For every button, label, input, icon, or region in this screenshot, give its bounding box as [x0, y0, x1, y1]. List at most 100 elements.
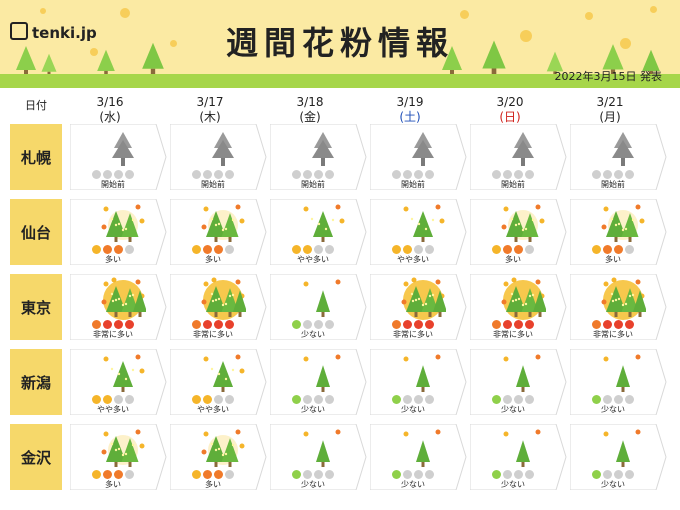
day-date: 3/20: [496, 95, 524, 109]
forecast-cell: 開始前: [470, 124, 570, 190]
forecast-cell: 開始前: [270, 124, 370, 190]
level-dot: [303, 470, 312, 479]
level-dot: [214, 320, 223, 329]
pollen-level-text: 開始前: [301, 180, 325, 189]
forecast-cell: 少ない: [370, 424, 470, 490]
level-dot: [103, 245, 112, 254]
level-dot: [92, 245, 101, 254]
pollen-level-text: 開始前: [501, 180, 525, 189]
day-weekday: (金): [299, 110, 321, 124]
tenki-logo-icon: [10, 22, 28, 40]
level-dot: [403, 170, 412, 179]
city-label: 金沢: [10, 424, 62, 490]
level-dot: [403, 395, 412, 404]
level-dots: [92, 170, 134, 179]
pollen-level-text: 多い: [205, 255, 221, 264]
level-dot: [314, 395, 323, 404]
level-dot: [292, 470, 301, 479]
level-dots: [192, 395, 234, 404]
day-header: 3/18 (金): [260, 95, 360, 125]
level-dot: [625, 470, 634, 479]
level-dot: [125, 245, 134, 254]
level-dots: [492, 170, 534, 179]
level-dot: [114, 470, 123, 479]
level-dot: [625, 395, 634, 404]
day-header: 3/16 (水): [60, 95, 160, 125]
forecast-cell: 少ない: [370, 349, 470, 415]
level-dot: [214, 170, 223, 179]
level-dot: [314, 170, 323, 179]
forecast-cell: 開始前: [570, 124, 670, 190]
forecast-cell: 非常に多い: [470, 274, 570, 340]
level-dot: [614, 395, 623, 404]
cedar-pollen-tree-icon: [503, 429, 541, 467]
pollen-level-text: 少ない: [301, 330, 325, 339]
level-dot: [425, 470, 434, 479]
level-dots: [192, 470, 234, 479]
cedar-pollen-tree-icon: [403, 204, 445, 242]
forecast-cell: 少ない: [570, 349, 670, 415]
cedar-pollen-tree-icon: [303, 279, 341, 317]
level-dot: [203, 245, 212, 254]
level-dot: [525, 470, 534, 479]
pollen-level-text: 開始前: [401, 180, 425, 189]
level-dot: [525, 320, 534, 329]
level-dot: [214, 395, 223, 404]
day-weekday: (水): [99, 110, 121, 124]
level-dots: [492, 395, 534, 404]
level-dot: [192, 245, 201, 254]
pollen-level-text: 少ない: [601, 405, 625, 414]
city-label: 東京: [10, 274, 62, 340]
cedar-pollen-tree-icon: [201, 204, 245, 242]
level-dot: [503, 170, 512, 179]
forecast-cell: 非常に多い: [570, 274, 670, 340]
level-dot: [414, 470, 423, 479]
published-date: 2022年3月15日 発表: [554, 70, 663, 83]
level-dot: [492, 395, 501, 404]
level-dot: [403, 245, 412, 254]
tenki-logo[interactable]: tenki.jp: [10, 22, 97, 42]
level-dot: [125, 395, 134, 404]
city-label: 新潟: [10, 349, 62, 415]
pollen-level-text: やや多い: [397, 255, 429, 264]
forecast-cell: 非常に多い: [70, 274, 170, 340]
level-dot: [514, 245, 523, 254]
level-dot: [392, 395, 401, 404]
level-dots: [392, 470, 434, 479]
day-header: 3/21 (月): [560, 95, 660, 125]
forecast-cell: 多い: [470, 199, 570, 265]
level-dot: [314, 245, 323, 254]
pollen-level-text: 少ない: [401, 480, 425, 489]
level-dots: [92, 245, 134, 254]
level-dot: [114, 170, 123, 179]
level-dot: [492, 470, 501, 479]
level-dot: [325, 395, 334, 404]
level-dots: [92, 470, 134, 479]
level-dot: [525, 170, 534, 179]
pollen-level-text: 多い: [105, 480, 121, 489]
level-dots: [192, 170, 234, 179]
forecast-cell: 開始前: [70, 124, 170, 190]
day-weekday: (月): [599, 110, 621, 124]
forecast-cell: 非常に多い: [370, 274, 470, 340]
level-dot: [125, 470, 134, 479]
level-dot: [603, 170, 612, 179]
level-dots: [492, 245, 534, 254]
level-dots: [392, 245, 434, 254]
bare-cedar-tree-icon: [612, 132, 634, 166]
level-dot: [203, 170, 212, 179]
level-dot: [603, 470, 612, 479]
level-dot: [514, 170, 523, 179]
level-dots: [492, 470, 534, 479]
level-dot: [325, 170, 334, 179]
cedar-pollen-tree-icon: [201, 277, 246, 320]
level-dot: [392, 245, 401, 254]
day-date: 3/18: [296, 95, 324, 109]
forecast-cell: 多い: [70, 199, 170, 265]
level-dot: [103, 470, 112, 479]
level-dots: [592, 395, 634, 404]
level-dot: [514, 395, 523, 404]
level-dot: [303, 395, 312, 404]
level-dot: [414, 245, 423, 254]
cedar-pollen-tree-icon: [101, 277, 146, 320]
